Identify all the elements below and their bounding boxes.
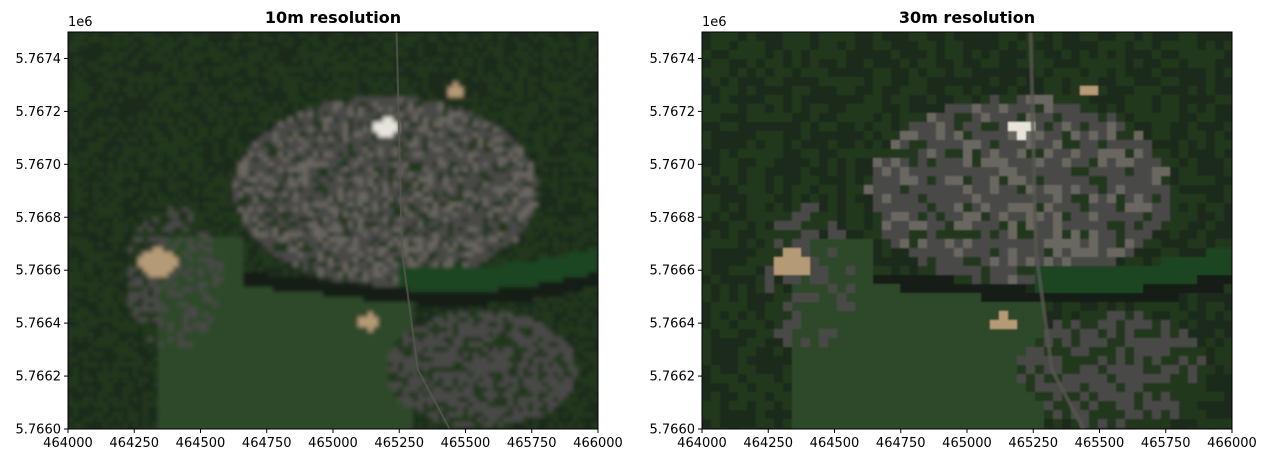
right-y-tick-label: 5.7662: [650, 370, 696, 385]
right-y-tick-label: 5.7674: [650, 52, 696, 67]
left-x-tick-label: 466000: [573, 436, 623, 451]
left-panel: 10m resolution 1e6 464000 464250 464500 464…: [16, 8, 623, 451]
left-y-tick-label: 5.7672: [16, 105, 62, 120]
left-y-tick-label: 5.7670: [16, 158, 62, 173]
right-x-tick-label: 465250: [1008, 436, 1058, 451]
left-x-tick-label: 464000: [43, 436, 93, 451]
left-y-tick-label: 5.7674: [16, 52, 62, 67]
left-x-tick-label: 464750: [242, 436, 292, 451]
right-y-tick-label: 5.7664: [650, 317, 696, 332]
right-y-offset-label: 1e6: [702, 15, 727, 30]
right-y-tick-label: 5.7672: [650, 105, 696, 120]
right-x-tick-label: 464000: [677, 436, 727, 451]
left-panel-title: 10m resolution: [265, 8, 401, 27]
right-y-tick-label: 5.7670: [650, 158, 696, 173]
left-x-tick-label: 465250: [374, 436, 424, 451]
left-x-tick-label: 465500: [441, 436, 491, 451]
left-raster-image: [68, 32, 598, 429]
left-y-tick-label: 5.7668: [16, 211, 62, 226]
left-x-tick-label: 465000: [308, 436, 358, 451]
left-x-tick-label: 465750: [507, 436, 557, 451]
right-raster-image: [702, 32, 1232, 429]
left-y-tick-label: 5.7662: [16, 370, 62, 385]
right-x-tick-label: 466000: [1207, 436, 1257, 451]
right-panel: 30m resolution 1e6 464000 464250 464500 464…: [650, 8, 1257, 451]
right-x-tick-label: 465000: [942, 436, 992, 451]
left-y-tick-label: 5.7664: [16, 317, 62, 332]
right-x-tick-label: 464500: [810, 436, 860, 451]
right-y-tick-label: 5.7660: [650, 423, 696, 438]
right-x-tick-label: 465500: [1075, 436, 1125, 451]
left-y-tick-label: 5.7666: [16, 264, 62, 279]
right-panel-title: 30m resolution: [899, 8, 1035, 27]
right-x-tick-label: 464750: [876, 436, 926, 451]
right-y-tick-label: 5.7668: [650, 211, 696, 226]
right-x-tick-label: 464250: [743, 436, 793, 451]
right-y-tick-label: 5.7666: [650, 264, 696, 279]
left-y-offset-label: 1e6: [68, 15, 93, 30]
left-x-tick-label: 464250: [109, 436, 159, 451]
left-x-tick-label: 464500: [176, 436, 226, 451]
right-x-tick-label: 465750: [1141, 436, 1191, 451]
left-y-tick-label: 5.7660: [16, 423, 62, 438]
